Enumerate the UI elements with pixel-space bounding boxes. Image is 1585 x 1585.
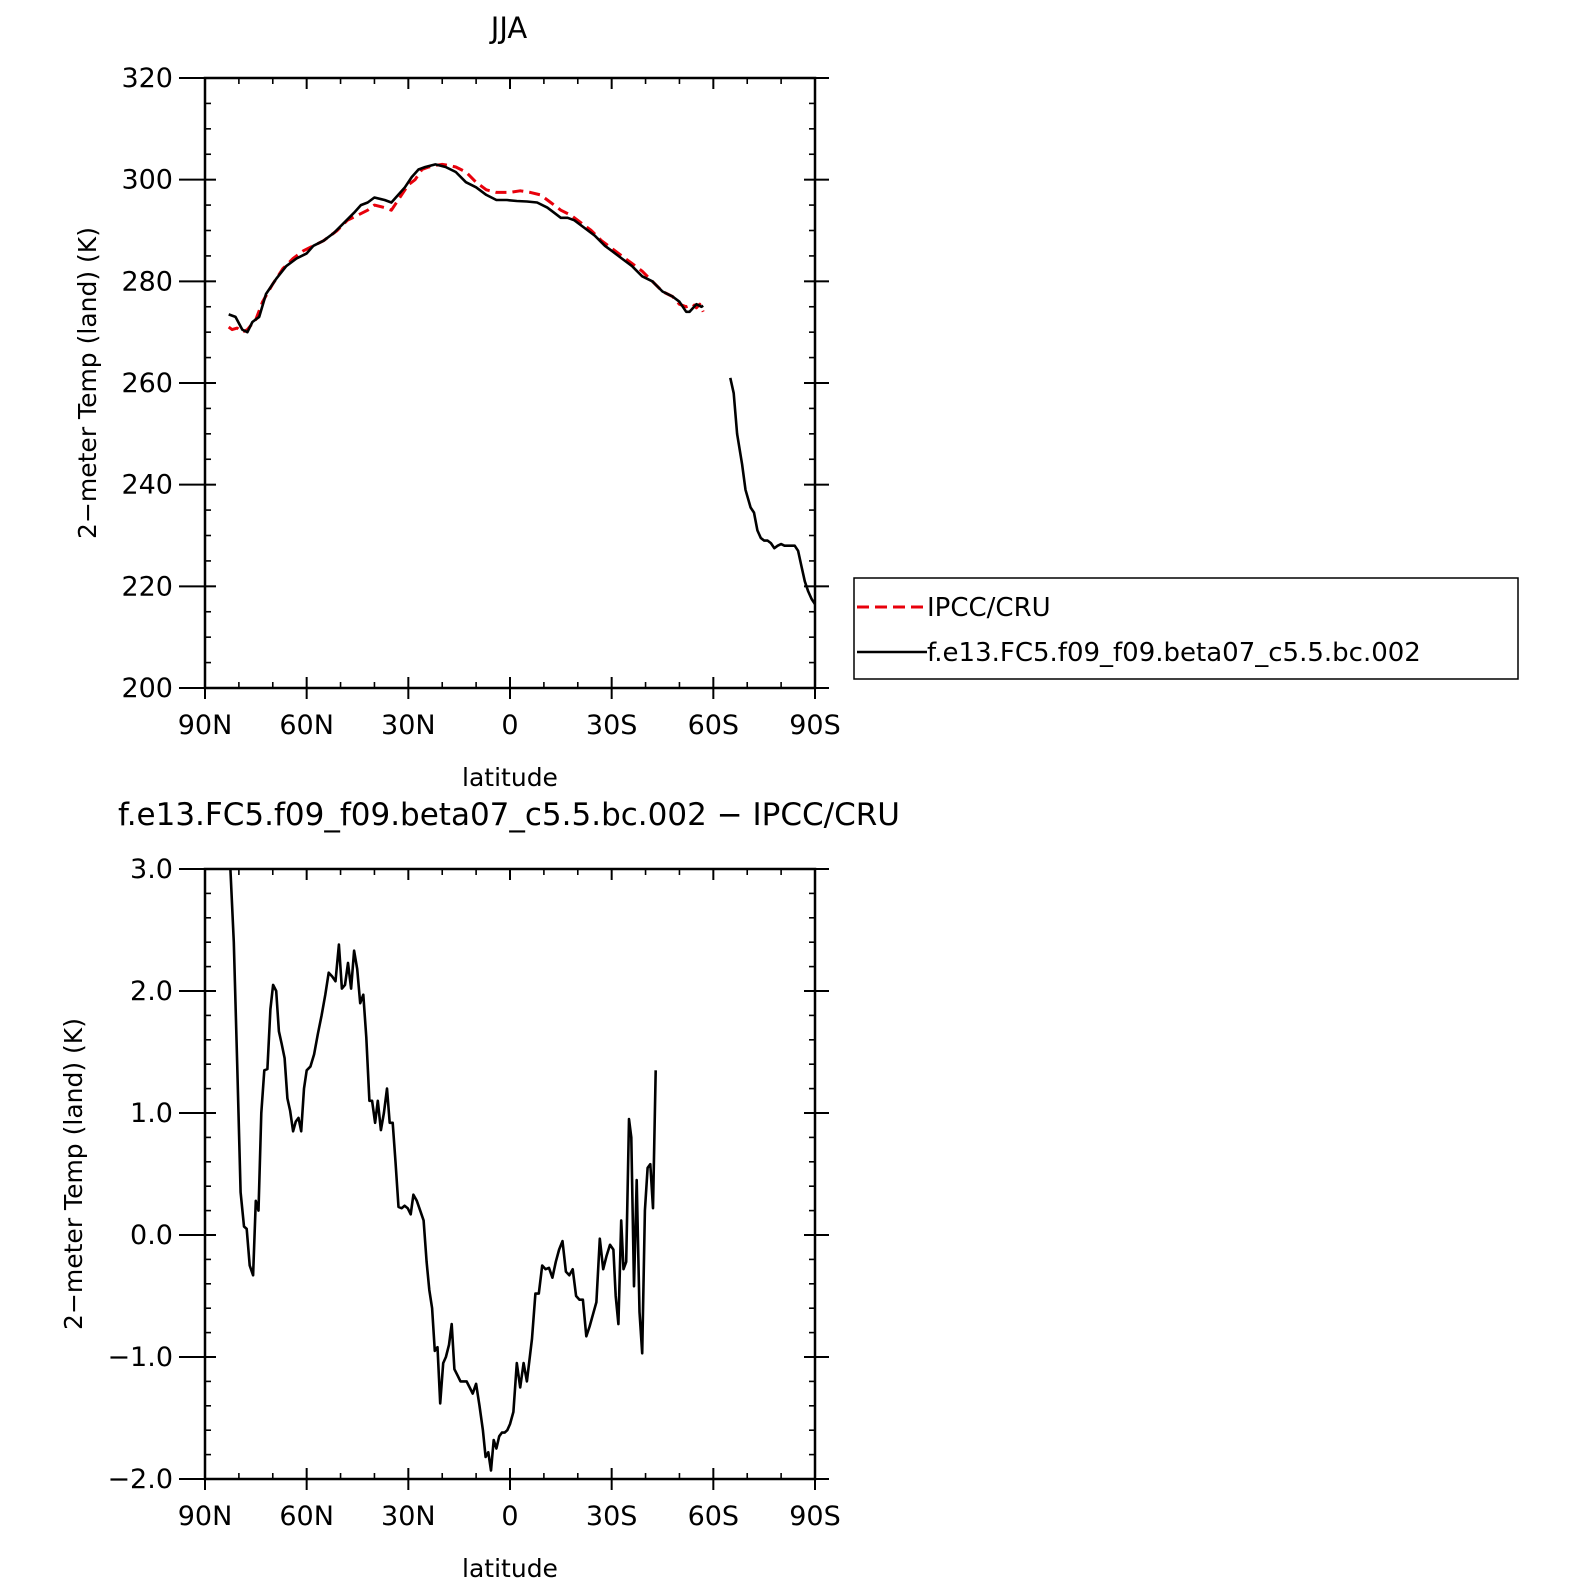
top-y-tick-label: 200: [121, 673, 173, 704]
top-x-tick-labels: 90N 60N 30N 0 30S 60S 90S: [178, 710, 841, 741]
top-plot-area: [227, 162, 817, 605]
top-x-tick-label: 30N: [381, 710, 436, 741]
legend-label-model: f.e13.FC5.f09_f09.beta07_c5.5.bc.002: [927, 638, 1421, 668]
bottom-axis-frame: [203, 867, 817, 1481]
top-y-tick-labels: 200 220 240 260 280 300 320: [121, 63, 173, 704]
bottom-y-tick-labels: −2.0 −1.0 0.0 1.0 2.0 3.0: [107, 854, 173, 1495]
bottom-y-tick-label: 2.0: [130, 976, 173, 1007]
top-x-tick-label: 60N: [279, 710, 334, 741]
bottom-x-tick-label: 60S: [688, 1501, 740, 1532]
bottom-y-tick-label: 0.0: [130, 1220, 173, 1251]
top-x-axis-label: latitude: [462, 763, 558, 792]
top-x-tick-label: 90S: [789, 710, 841, 741]
legend-box: [853, 577, 1519, 680]
top-series-1-line-segment-0: [228, 163, 704, 334]
top-y-tick-label: 300: [121, 165, 173, 196]
bottom-x-axis-label: latitude: [462, 1554, 558, 1583]
top-axis-frame: [203, 76, 817, 690]
bottom-x-tick-label: 30S: [586, 1501, 638, 1532]
top-x-tick-label: 90N: [178, 710, 233, 741]
bottom-x-tick-label: 90S: [789, 1501, 841, 1532]
legend-label-ipcc-cru: IPCC/CRU: [927, 593, 1051, 623]
bottom-x-tick-label: 0: [501, 1501, 518, 1532]
bottom-y-axis-label: 2−meter Temp (land) (K): [59, 1018, 88, 1330]
top-y-tick-label: 320: [121, 63, 173, 94]
top-x-tick-label: 30S: [586, 710, 638, 741]
top-title: JJA: [489, 11, 528, 45]
bottom-ticks: [179, 868, 829, 1490]
bottom-y-tick-label: −1.0: [107, 1342, 173, 1373]
chart-top: JJA 90N 60N 30N 0 30S 60S 90S 200 220 240 260 280 3…: [73, 11, 1519, 792]
top-y-axis-label: 2−meter Temp (land) (K): [73, 227, 102, 539]
bottom-x-tick-label: 90N: [178, 1501, 233, 1532]
bottom-y-tick-label: −2.0: [107, 1464, 173, 1495]
top-series-1-line-segment-1: [729, 377, 817, 605]
bottom-plot-area: [229, 868, 657, 1472]
bottom-x-tick-labels: 90N 60N 30N 0 30S 60S 90S: [178, 1501, 841, 1532]
bottom-series-0-line-segment-0: [229, 868, 657, 1472]
top-series-0-line-segment-0: [227, 162, 705, 334]
bottom-title: f.e13.FC5.f09_f09.beta07_c5.5.bc.002 − I…: [118, 797, 900, 833]
legend: IPCC/CRU f.e13.FC5.f09_f09.beta07_c5.5.b…: [853, 577, 1519, 680]
chart-bottom: f.e13.FC5.f09_f09.beta07_c5.5.bc.002 − I…: [59, 797, 900, 1583]
bottom-x-tick-label: 30N: [381, 1501, 436, 1532]
top-x-tick-label: 0: [501, 710, 518, 741]
bottom-x-tick-label: 60N: [279, 1501, 334, 1532]
bottom-y-tick-label: 3.0: [130, 854, 173, 885]
top-y-tick-label: 260: [121, 368, 173, 399]
bottom-y-tick-label: 1.0: [130, 1098, 173, 1129]
top-y-tick-label: 220: [121, 571, 173, 602]
top-y-tick-label: 280: [121, 266, 173, 297]
top-x-tick-label: 60S: [688, 710, 740, 741]
top-y-tick-label: 240: [121, 470, 173, 501]
